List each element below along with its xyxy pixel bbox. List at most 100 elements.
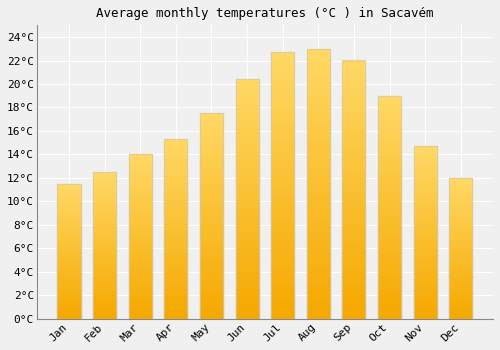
Bar xyxy=(58,242,80,247)
Bar xyxy=(58,251,80,256)
Bar xyxy=(414,250,436,256)
Bar xyxy=(306,94,330,103)
Bar xyxy=(306,256,330,265)
Bar xyxy=(306,229,330,238)
Bar xyxy=(200,168,223,175)
Bar xyxy=(164,223,188,229)
Bar xyxy=(93,270,116,275)
Bar xyxy=(449,262,472,267)
Bar xyxy=(342,250,365,259)
Bar xyxy=(200,120,223,127)
Bar xyxy=(449,211,472,216)
Bar xyxy=(306,265,330,274)
Bar xyxy=(414,192,436,198)
Bar xyxy=(306,76,330,85)
Bar xyxy=(236,303,258,311)
Bar xyxy=(93,275,116,280)
Bar xyxy=(449,253,472,258)
Bar xyxy=(271,257,294,266)
Bar xyxy=(128,308,152,313)
Bar xyxy=(236,127,258,135)
Bar xyxy=(58,202,80,206)
Bar xyxy=(200,264,223,271)
Bar xyxy=(58,247,80,251)
Bar xyxy=(271,248,294,257)
Bar xyxy=(164,307,188,313)
Bar xyxy=(200,113,223,120)
Bar xyxy=(449,230,472,235)
Bar xyxy=(449,192,472,197)
Bar xyxy=(128,160,152,166)
Bar xyxy=(236,143,258,151)
Bar xyxy=(342,121,365,130)
Bar xyxy=(414,146,436,319)
Bar xyxy=(378,200,401,207)
Bar xyxy=(164,211,188,217)
Bar xyxy=(414,313,436,319)
Bar xyxy=(414,169,436,175)
Bar xyxy=(342,284,365,293)
Bar xyxy=(306,103,330,112)
Bar xyxy=(128,270,152,275)
Bar xyxy=(164,193,188,199)
Bar xyxy=(93,187,116,192)
Bar xyxy=(449,215,472,220)
Bar xyxy=(342,241,365,250)
Bar xyxy=(93,201,116,206)
Bar xyxy=(342,224,365,233)
Bar xyxy=(449,206,472,211)
Bar xyxy=(306,301,330,310)
Bar xyxy=(449,201,472,206)
Bar xyxy=(342,61,365,69)
Bar xyxy=(271,265,294,274)
Bar xyxy=(378,96,401,319)
Bar xyxy=(449,178,472,319)
Bar xyxy=(306,130,330,139)
Bar xyxy=(128,204,152,209)
Bar xyxy=(93,206,116,211)
Bar xyxy=(58,184,80,188)
Bar xyxy=(378,118,401,126)
Bar xyxy=(306,175,330,184)
Bar xyxy=(200,271,223,278)
Bar xyxy=(200,257,223,264)
Bar xyxy=(271,212,294,221)
Bar xyxy=(378,230,401,237)
Bar xyxy=(271,52,294,61)
Bar xyxy=(378,267,401,274)
Bar xyxy=(342,181,365,190)
Bar xyxy=(342,198,365,207)
Bar xyxy=(378,96,401,319)
Bar xyxy=(93,236,116,240)
Bar xyxy=(378,192,401,200)
Bar xyxy=(58,193,80,197)
Bar xyxy=(200,230,223,237)
Bar xyxy=(306,166,330,175)
Bar xyxy=(128,275,152,280)
Bar xyxy=(378,304,401,312)
Bar xyxy=(449,267,472,272)
Bar xyxy=(236,295,258,303)
Bar xyxy=(164,145,188,151)
Bar xyxy=(58,260,80,265)
Bar xyxy=(200,141,223,148)
Bar xyxy=(414,284,436,290)
Bar xyxy=(378,96,401,103)
Bar xyxy=(58,310,80,314)
Bar xyxy=(128,182,152,187)
Bar xyxy=(128,313,152,319)
Bar xyxy=(378,252,401,259)
Bar xyxy=(200,189,223,196)
Bar xyxy=(58,269,80,274)
Bar xyxy=(414,215,436,221)
Bar xyxy=(378,162,401,170)
Bar xyxy=(128,280,152,286)
Bar xyxy=(378,148,401,155)
Bar xyxy=(449,197,472,202)
Bar xyxy=(306,193,330,202)
Bar xyxy=(271,123,294,132)
Bar xyxy=(449,286,472,291)
Bar xyxy=(58,215,80,220)
Bar xyxy=(200,243,223,250)
Bar xyxy=(93,226,116,231)
